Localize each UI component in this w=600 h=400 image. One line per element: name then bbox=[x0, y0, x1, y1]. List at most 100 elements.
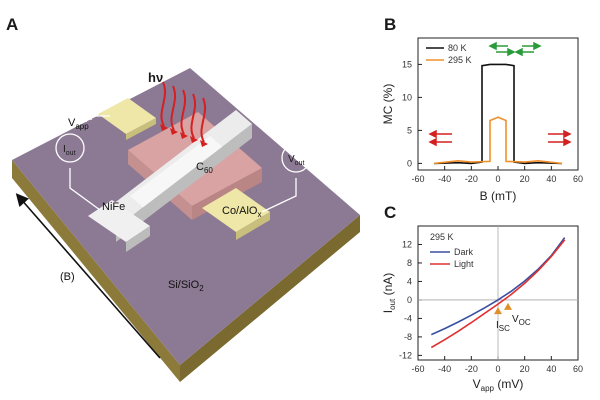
b-ytick-label: 0 bbox=[407, 158, 412, 168]
vapp-label: Vapp bbox=[68, 117, 89, 131]
coalox-sub: x bbox=[257, 210, 261, 219]
chart-c-xlabel-sub: app bbox=[481, 384, 495, 393]
panel-b-letter: B bbox=[384, 15, 396, 34]
b-xtick-label: 20 bbox=[520, 174, 530, 184]
vapp-main: V bbox=[68, 117, 76, 129]
light-arrow-heads bbox=[160, 124, 208, 147]
chart-b-ylabel: MC (%) bbox=[381, 84, 395, 125]
c-ytick-label: -4 bbox=[404, 313, 412, 323]
c60-label: C60 bbox=[196, 161, 213, 175]
b-ytick-label: 15 bbox=[402, 59, 412, 69]
circuit-wires bbox=[69, 109, 297, 213]
b-ytick-label: 10 bbox=[402, 92, 412, 102]
field-arrow bbox=[15, 193, 161, 359]
c-xtick-label: 60 bbox=[573, 364, 583, 374]
pad-top-left bbox=[98, 98, 156, 134]
legend-light-label: Light bbox=[454, 259, 474, 269]
isc-label: ISC bbox=[496, 320, 510, 333]
b-xtick-label: -40 bbox=[438, 174, 451, 184]
substrate-sub: 2 bbox=[199, 284, 204, 293]
voc-marker bbox=[504, 302, 512, 310]
b-xtick-label: 40 bbox=[546, 174, 556, 184]
iout-meter bbox=[55, 133, 85, 163]
green-arrows bbox=[488, 41, 542, 57]
c-xtick-label: -20 bbox=[465, 364, 478, 374]
panel-a-letter: A bbox=[6, 15, 18, 34]
b-xtick-label: 0 bbox=[495, 174, 500, 184]
b-xtick-label: -20 bbox=[465, 174, 478, 184]
substrate-front-left bbox=[12, 160, 180, 382]
c-xtick-label: 20 bbox=[520, 364, 530, 374]
substrate-label: Si/SiO2 bbox=[168, 279, 204, 293]
substrate-main: Si/SiO bbox=[168, 279, 200, 291]
c-series-dark bbox=[430, 237, 566, 336]
pad-bottom-right bbox=[202, 188, 270, 232]
chart-b-xlabel: B (mT) bbox=[480, 189, 517, 203]
chart-c-ylabel-unit: (nA) bbox=[381, 273, 395, 299]
chart-b-ticks: -60 -40 -20 0 20 40 60 0 5 10 15 bbox=[402, 59, 583, 184]
c60-sub: 60 bbox=[204, 166, 213, 175]
c-ytick-label: 8 bbox=[407, 258, 412, 268]
iout-main: I bbox=[63, 144, 66, 155]
substrate-front-right bbox=[180, 215, 360, 382]
nife-pad bbox=[88, 200, 150, 242]
nife-strip-mid bbox=[130, 136, 226, 210]
voc-label: VOC bbox=[512, 314, 531, 327]
c60-main: C bbox=[196, 161, 204, 173]
light-arrows bbox=[160, 81, 206, 143]
iout-sub: out bbox=[66, 150, 76, 157]
c-xtick-label: 40 bbox=[546, 364, 556, 374]
c-ytick-label: -12 bbox=[399, 350, 412, 360]
legend-295k-label: 295 K bbox=[448, 55, 472, 65]
vout-main: V bbox=[288, 154, 295, 165]
legend-80k-label: 80 K bbox=[448, 43, 467, 53]
nife-label: NiFe bbox=[102, 201, 125, 213]
legend-dark-label: Dark bbox=[454, 247, 474, 257]
vout-meter bbox=[281, 143, 311, 173]
panel-c-letter: C bbox=[384, 203, 396, 222]
c-xtick-label: -60 bbox=[411, 364, 424, 374]
c-xtick-label: -40 bbox=[438, 364, 451, 374]
chart-b-series bbox=[433, 63, 563, 165]
chart-c-xlabel-unit: (mV) bbox=[494, 377, 523, 391]
iout-label: Iout bbox=[63, 144, 76, 157]
pad-top-left-side bbox=[126, 118, 156, 140]
nife-pad-side bbox=[126, 226, 150, 252]
voc-label-sub: OC bbox=[519, 318, 531, 327]
panel-b: B -60 -40 -20 0 20 40 60 0 5 10 15 80 K 295 K B (m… bbox=[381, 15, 583, 203]
pad-bottom-right-side bbox=[236, 212, 270, 240]
chart-c-series bbox=[430, 237, 566, 349]
vapp-sub: app bbox=[75, 122, 89, 131]
vout-label: Vout bbox=[288, 154, 304, 167]
b-series-80k bbox=[433, 63, 563, 165]
b-series-295k bbox=[433, 116, 563, 165]
coalox-main: Co/AlO bbox=[222, 205, 258, 217]
chart-c-temperature: 295 K bbox=[430, 232, 454, 242]
chart-c-ylabel: Iout (nA) bbox=[381, 273, 397, 313]
coalox-label: Co/AlOx bbox=[222, 205, 261, 219]
b-xtick-label: 60 bbox=[573, 174, 583, 184]
chart-c-xlabel-main: V bbox=[473, 377, 481, 391]
chart-c-guides bbox=[418, 226, 578, 360]
red-arrows bbox=[428, 129, 572, 147]
panel-a: A bbox=[6, 15, 360, 382]
c-ytick-label: 4 bbox=[407, 276, 412, 286]
c-ytick-label: 0 bbox=[407, 295, 412, 305]
chart-c-ylabel-main: I bbox=[381, 310, 395, 313]
voc-label-main: V bbox=[512, 314, 519, 325]
chart-c-ylabel-sub: out bbox=[388, 298, 397, 310]
chart-b-frame bbox=[417, 37, 579, 171]
c-ytick-label: 12 bbox=[402, 239, 412, 249]
vout-sub: out bbox=[295, 160, 305, 167]
chart-c-xlabel: Vapp (mV) bbox=[473, 377, 524, 393]
c-xtick-label: 0 bbox=[495, 364, 500, 374]
nife-strip-side bbox=[116, 124, 252, 242]
isc-label-main: I bbox=[496, 320, 499, 331]
substrate-top bbox=[12, 68, 360, 365]
hv-label: hν bbox=[148, 70, 163, 85]
isc-marker bbox=[494, 307, 502, 315]
field-label: (B) bbox=[60, 271, 75, 283]
